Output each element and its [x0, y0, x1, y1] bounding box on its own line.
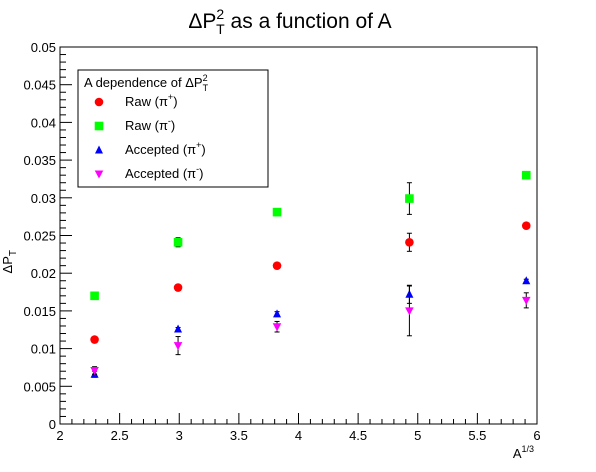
y-tick-label: 0.01 [31, 342, 56, 357]
legend-label-sup: + [196, 140, 201, 150]
legend: A dependence of ΔP2 T Raw (π+)Raw (π-)Acc… [77, 69, 269, 188]
data-point [173, 342, 183, 351]
data-point [405, 194, 414, 203]
chart-title-sup: 2 [216, 6, 224, 22]
y-tick-label: 0.025 [23, 229, 56, 244]
legend-label-sup: - [196, 164, 199, 174]
legend-label-tail: ) [199, 166, 203, 181]
data-point [521, 296, 531, 305]
data-point [174, 324, 183, 333]
legend-title: A dependence of ΔP2 T [84, 73, 209, 93]
legend-title-sup: 2 [203, 73, 208, 83]
data-point [173, 237, 183, 247]
legend-label-base: Raw (π [125, 94, 168, 109]
legend-label-base: Accepted (π [125, 142, 196, 157]
legend-label-base: Raw (π [125, 118, 168, 133]
data-point [90, 366, 99, 375]
y-tick-label: 0.015 [23, 304, 56, 319]
legend-title-sub: T [203, 83, 209, 93]
chart-title-suffix: as a function of A [225, 10, 392, 33]
x-tick-label: 4 [295, 428, 302, 443]
y-tick-label: 0.045 [23, 78, 56, 93]
data-point [521, 221, 531, 230]
chart-title-prefix: ΔP [188, 10, 216, 33]
data-point [273, 309, 282, 318]
data-point [272, 323, 282, 332]
legend-label: Accepted (π+) [125, 140, 206, 157]
x-tick-label: 5 [414, 428, 421, 443]
x-tick-label: 2 [56, 428, 63, 443]
legend-label-tail: ) [171, 118, 175, 133]
legend-label: Raw (π-) [125, 116, 175, 133]
legend-box [77, 69, 269, 188]
legend-marker [94, 97, 104, 107]
data-point [272, 261, 282, 270]
y-axis-label-sub: T [8, 250, 19, 256]
x-axis-label: A1/3 [513, 444, 534, 461]
axes: 2 2.5 3 3.5 4 4.5 5 5.5 6 0 0.005 0.01 0.015 0.02 0.02… [23, 40, 540, 443]
data-point [90, 335, 99, 344]
x-axis-label-base: A [513, 446, 522, 461]
data-point [405, 237, 414, 247]
legend-label-tail: ) [173, 94, 177, 109]
x-tick-label: 2.5 [111, 428, 129, 443]
chart-title-sub: T [216, 21, 225, 37]
legend-label: Accepted (π-) [125, 164, 203, 181]
y-tick-label: 0.05 [31, 40, 56, 55]
data-point [173, 283, 183, 292]
legend-marker [94, 170, 104, 179]
data-marks [90, 170, 531, 378]
chart-title: ΔP2 T as a function of A [188, 6, 391, 37]
y-tick-label: 0.03 [31, 191, 56, 206]
y-tick-label: 0.005 [23, 379, 56, 394]
x-tick-label: 3 [176, 428, 183, 443]
y-tick-label: 0 [49, 417, 56, 432]
legend-label-base: Accepted (π [125, 166, 196, 181]
data-point [90, 291, 99, 301]
x-tick-label: 4.5 [349, 428, 367, 443]
legend-label-tail: ) [201, 142, 205, 157]
data-point [272, 207, 282, 217]
y-tick-label: 0.035 [23, 153, 56, 168]
legend-label: Raw (π+) [125, 92, 178, 109]
y-tick-label: 0.04 [31, 115, 56, 130]
legend-marker [94, 121, 104, 131]
legend-label-sup: - [168, 116, 171, 126]
x-tick-label: 6 [533, 428, 540, 443]
x-tick-label: 5.5 [468, 428, 486, 443]
x-axis-label-sup: 1/3 [521, 444, 534, 454]
y-axis-label-base: ΔP [0, 256, 15, 273]
y-axis-label: ΔPT [0, 250, 19, 273]
data-point [521, 170, 531, 180]
data-point [522, 276, 531, 285]
legend-entries: Raw (π+)Raw (π-)Accepted (π+)Accepted (π… [94, 92, 206, 181]
x-tick-label: 3.5 [230, 428, 248, 443]
y-tick-label: 0.02 [31, 266, 56, 281]
data-point [405, 307, 414, 316]
legend-marker [95, 145, 103, 154]
legend-label-sup: + [168, 92, 173, 102]
legend-title-prefix: A dependence of ΔP [84, 75, 203, 90]
